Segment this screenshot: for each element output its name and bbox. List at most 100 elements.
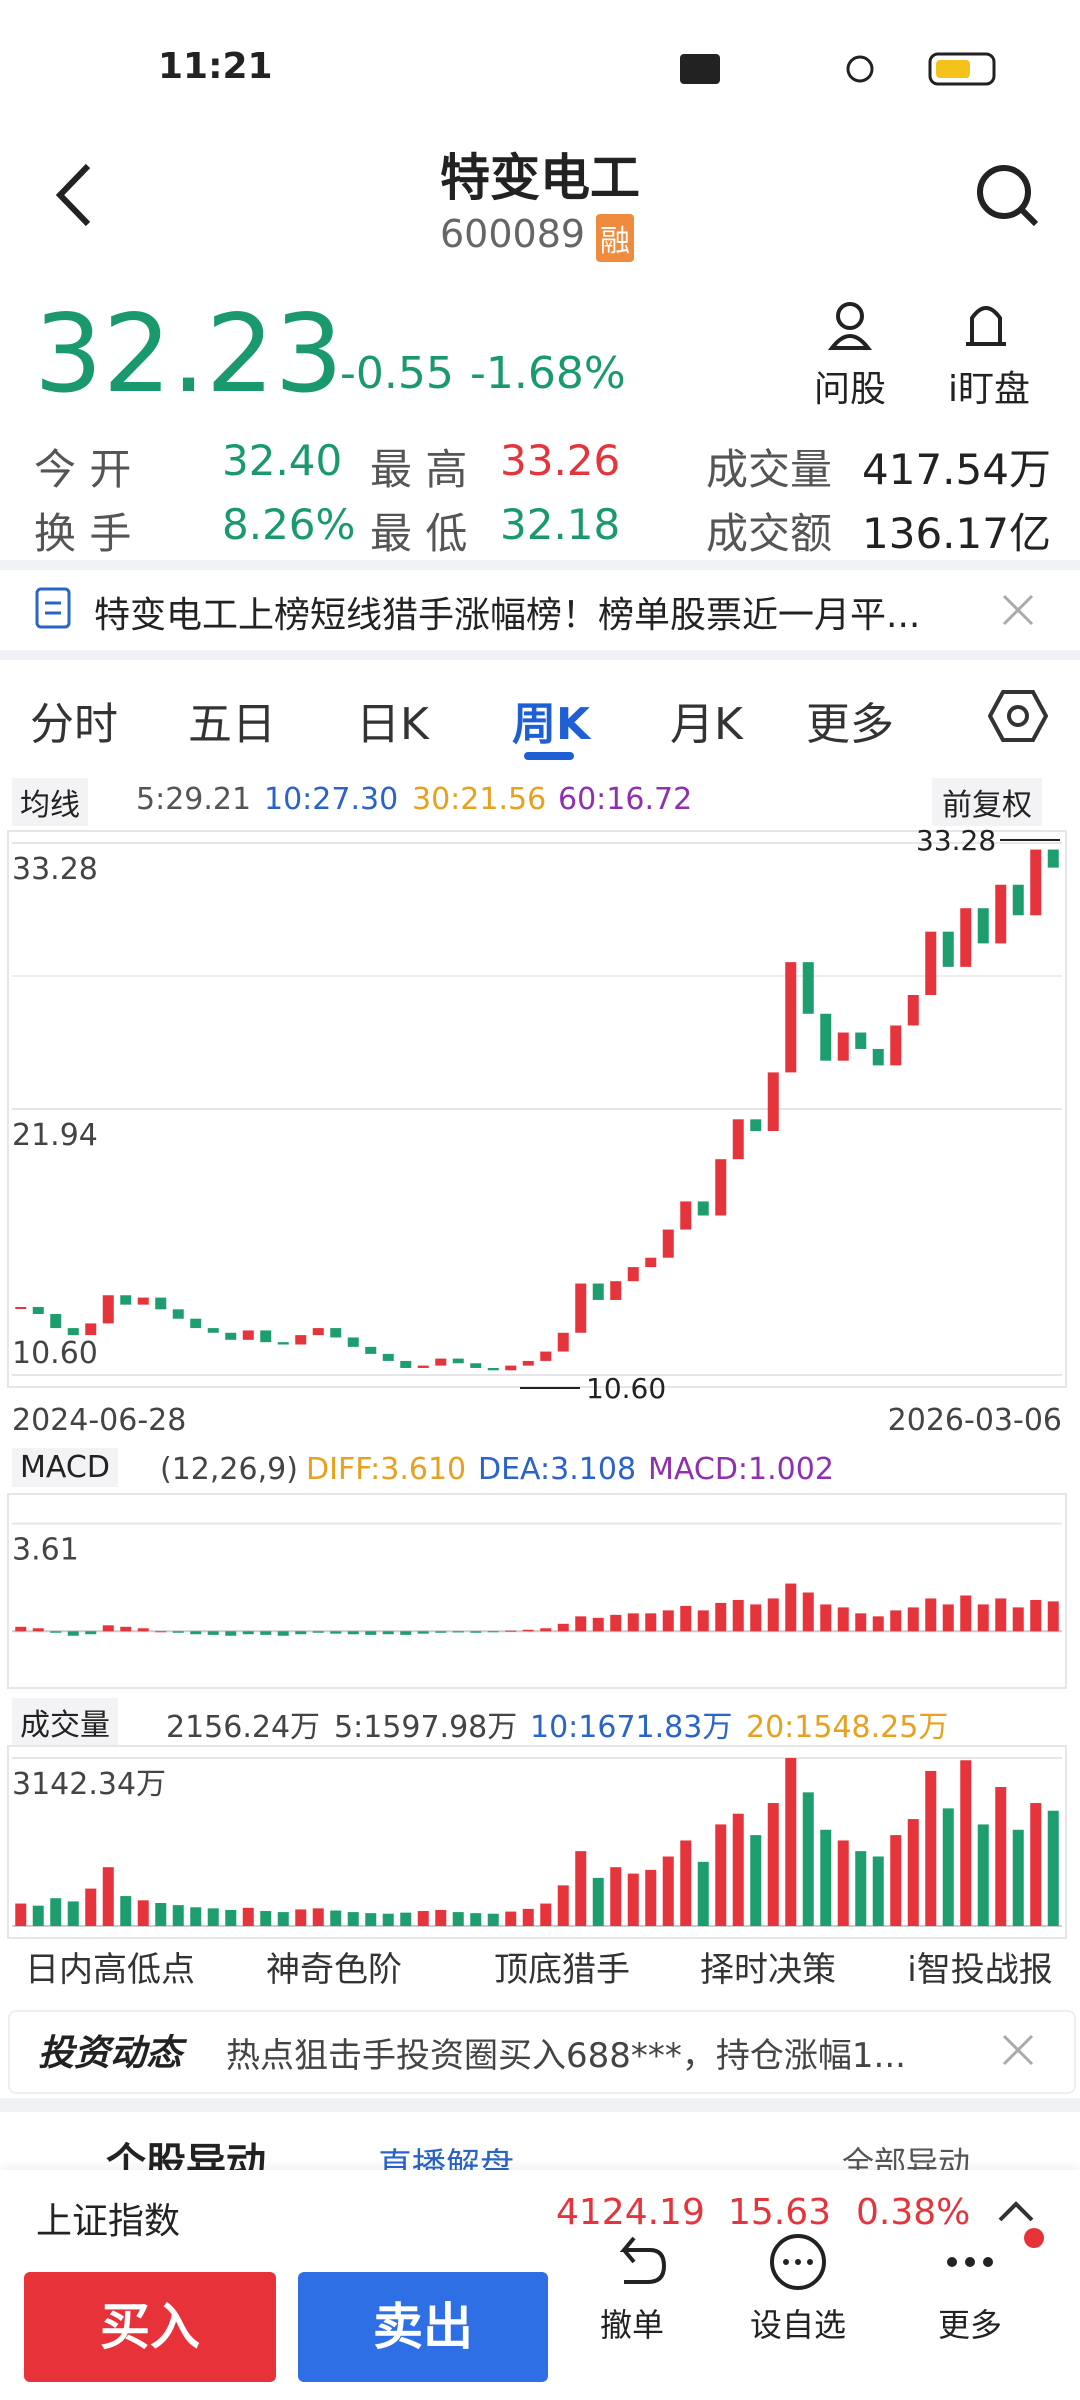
candle: [137, 1297, 149, 1305]
tool[interactable]: i智投战报: [907, 1950, 1053, 1990]
bar: [855, 1851, 867, 1926]
tab[interactable]: 更多: [806, 699, 894, 750]
bar: [400, 1912, 412, 1926]
watch-button[interactable]: i盯盘: [948, 369, 1031, 410]
tool[interactable]: 择时决策: [700, 1950, 836, 1990]
bar: [172, 1905, 184, 1926]
bar: [750, 1835, 762, 1926]
panel-frame: [7, 1493, 1067, 1689]
buy-button[interactable]: 买入: [24, 2272, 276, 2382]
stat-value: 33.26: [500, 436, 621, 485]
ask-button[interactable]: 问股: [814, 369, 887, 410]
back-button[interactable]: [50, 160, 100, 230]
bar: [330, 1631, 342, 1634]
tab[interactable]: 日K: [356, 699, 429, 750]
candle: [277, 1342, 289, 1345]
candle: [260, 1330, 272, 1343]
bar: [365, 1913, 377, 1926]
candle: [610, 1281, 622, 1300]
tab[interactable]: 分时: [30, 699, 118, 750]
tool[interactable]: 神奇色阶: [266, 1950, 402, 1990]
macd-value: MACD:1.002: [648, 1452, 834, 1487]
candle: [50, 1314, 62, 1329]
y-tick-label: 33.28: [12, 852, 98, 887]
close-feed[interactable]: [1000, 2032, 1036, 2068]
bottom-icons: [619, 2228, 1044, 2290]
volume-selector[interactable]: 成交量: [12, 1698, 118, 1746]
index-value: 4124.19: [556, 2192, 705, 2233]
bar: [1047, 1601, 1059, 1632]
candle: [155, 1297, 167, 1310]
bar: [645, 1613, 657, 1632]
bar: [242, 1631, 254, 1635]
ma10: 10:27.30: [264, 782, 399, 817]
panel-frame: [7, 830, 1067, 1388]
stock-name: 特变电工: [440, 149, 640, 207]
candle: [207, 1328, 219, 1333]
bar: [312, 1631, 324, 1633]
candle: [365, 1346, 377, 1354]
search-button[interactable]: [972, 160, 1042, 230]
macd-selector[interactable]: MACD: [12, 1448, 118, 1487]
x-label: 2026-03-06: [888, 1403, 1062, 1438]
candle: [417, 1365, 429, 1368]
bar: [382, 1631, 394, 1635]
candle: [1047, 849, 1059, 868]
bar: [120, 1896, 132, 1926]
tab[interactable]: 月K: [670, 699, 743, 750]
settings-button[interactable]: [988, 686, 1048, 746]
index-name[interactable]: 上证指数: [36, 2201, 181, 2242]
feed-text[interactable]: 热点狙击手投资圈买入688***，持仓涨幅1...: [226, 2036, 906, 2076]
candle: [1012, 884, 1024, 916]
adjust-selector[interactable]: 前复权: [932, 778, 1042, 826]
diff: DIFF:3.610: [306, 1452, 467, 1487]
stat-label: 最 低: [370, 509, 468, 558]
margin-badge: 融: [596, 214, 634, 262]
cancel-order[interactable]: 撤单: [599, 2306, 664, 2344]
news-text[interactable]: 特变电工上榜短线猎手涨幅榜！榜单股票近一月平...: [94, 595, 921, 636]
bar: [610, 1867, 622, 1926]
candle: [680, 1201, 692, 1230]
candle: [295, 1335, 307, 1345]
x-label: 2024-06-28: [12, 1403, 186, 1438]
candle: [662, 1229, 674, 1258]
stat-value: 32.18: [500, 500, 621, 549]
candle: [575, 1283, 587, 1333]
candle: [890, 1025, 902, 1066]
expand-index[interactable]: [996, 2196, 1036, 2226]
more[interactable]: 更多: [937, 2306, 1002, 2344]
candle: [785, 962, 797, 1073]
tab-active[interactable]: 周K: [512, 699, 591, 750]
candle: [645, 1257, 657, 1268]
stat-value: 136.17亿: [862, 509, 1051, 558]
stock-code: 600089: [440, 212, 586, 256]
ma-selector[interactable]: 均线: [12, 778, 88, 826]
bar: [645, 1869, 657, 1926]
feed-box: [8, 2010, 1076, 2094]
bar: [610, 1614, 622, 1632]
add-watchlist[interactable]: 设自选: [749, 2306, 846, 2344]
price-change: -0.55: [340, 348, 454, 399]
bar: [820, 1829, 832, 1926]
tool[interactable]: 顶底猎手: [494, 1950, 630, 1990]
bar: [680, 1605, 692, 1632]
bar: [697, 1861, 709, 1926]
macd-params: (12,26,9): [160, 1452, 298, 1487]
close-news[interactable]: [1000, 592, 1036, 628]
tool[interactable]: 日内高低点: [25, 1950, 195, 1990]
bar: [417, 1631, 429, 1634]
bar: [785, 1583, 797, 1632]
sell-button[interactable]: 卖出: [298, 2272, 548, 2382]
vol-ma20: 20:1548.25万: [746, 1710, 949, 1745]
bar: [627, 1873, 639, 1926]
candle: [855, 1032, 867, 1049]
tab[interactable]: 五日: [188, 699, 276, 750]
bar: [277, 1912, 289, 1926]
bar: [32, 1628, 44, 1632]
bar: [592, 1877, 604, 1926]
y-tick-label: 10.60: [12, 1336, 98, 1371]
bar: [977, 1824, 989, 1926]
bar: [942, 1808, 954, 1926]
bar: [382, 1913, 394, 1926]
